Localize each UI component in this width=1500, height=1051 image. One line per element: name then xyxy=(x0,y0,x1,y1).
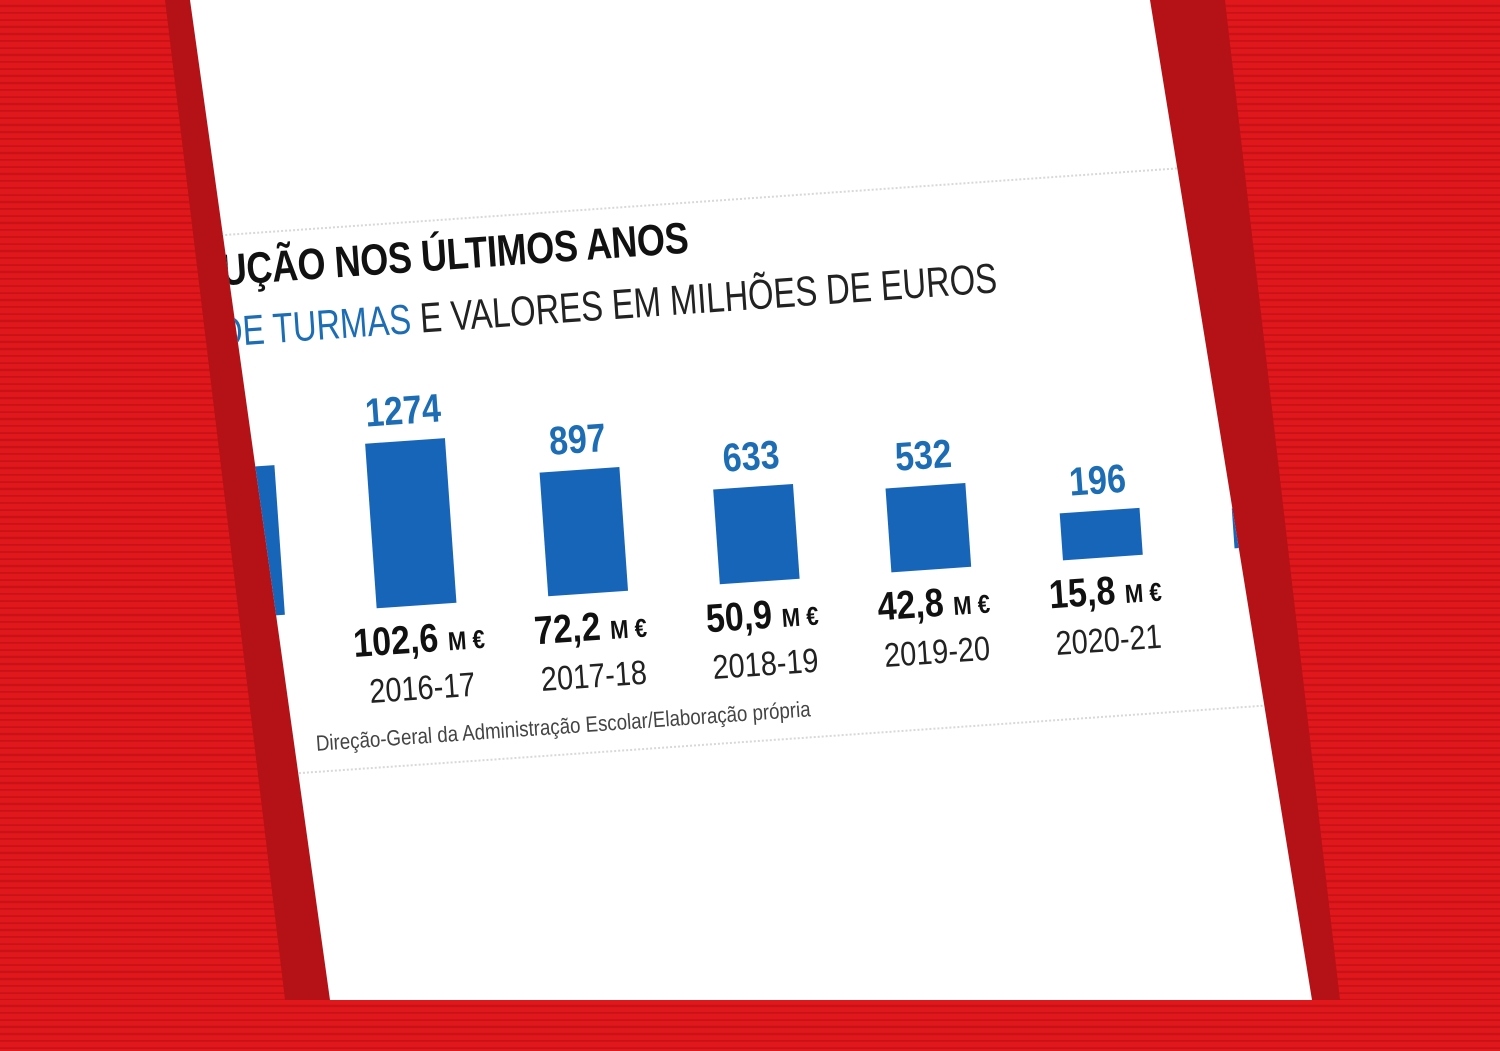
year-label: 2018-19 xyxy=(711,641,820,687)
paper-sheet: UÇÃO NOS ÚLTIMOS ANOS DE TURMAS E VALORE… xyxy=(190,0,1312,784)
bar-column: 1274 102,6 M € 2016-17 xyxy=(332,386,502,711)
year-label: 2017-18 xyxy=(539,653,649,699)
bar xyxy=(1059,508,1143,561)
divider-top xyxy=(190,156,1312,243)
year-label: 2016-17 xyxy=(368,665,477,711)
bar xyxy=(713,484,800,585)
euro-value-label: 42,8 M € xyxy=(843,575,1024,632)
subtitle-highlight: DE TURMAS xyxy=(217,295,413,356)
bar-value-label: 897 xyxy=(547,416,608,465)
bar xyxy=(539,467,629,597)
bar xyxy=(885,483,972,573)
euro-value-label: 50,9 M € xyxy=(672,587,853,644)
bar-value-label: 196 xyxy=(1067,457,1128,506)
euro-unit: M € xyxy=(952,588,992,622)
euro-value-label: 15,8 M € xyxy=(1015,563,1196,620)
euro-amount: 102,6 xyxy=(351,616,440,666)
bar-value-label: 633 xyxy=(721,433,781,482)
euro-unit: M € xyxy=(780,600,820,634)
euro-amount: 15,8 xyxy=(1047,568,1117,618)
euro-amount: 72,2 xyxy=(532,604,602,654)
bar-column: 532 42,8 M € 2019-20 xyxy=(846,432,1016,675)
bar-value-label: 532 xyxy=(893,432,954,481)
euro-value-label: 72,2 M € xyxy=(500,599,681,656)
bar xyxy=(365,438,457,609)
euro-amount: 42,8 xyxy=(876,580,946,630)
year-label: 2019-20 xyxy=(882,629,992,675)
bar-column: 633 50,9 M € 2018-19 xyxy=(675,433,845,687)
bar-value-label: 1274 xyxy=(363,386,443,436)
euro-value-label: 102,6 M € xyxy=(328,611,509,668)
euro-amount: 50,9 xyxy=(704,592,774,642)
bar-column: 897 72,2 M € 2017-18 xyxy=(503,416,673,699)
euro-unit: M € xyxy=(446,623,486,657)
bar-column: 196 15,8 M € 2020-21 xyxy=(1018,457,1188,663)
year-label: 2020-21 xyxy=(1054,617,1163,663)
euro-unit: M € xyxy=(1123,576,1163,610)
euro-unit: M € xyxy=(609,612,648,646)
